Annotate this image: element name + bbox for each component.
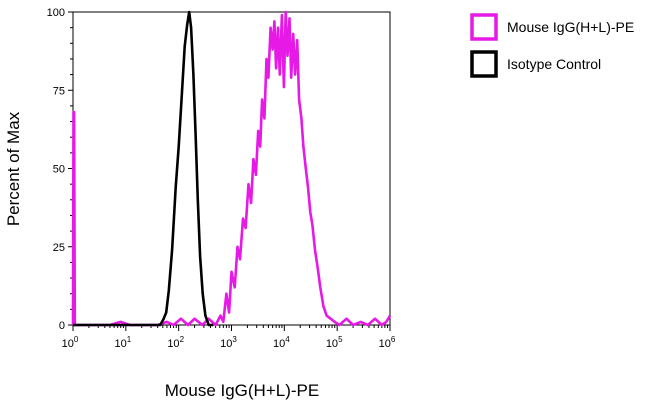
legend-swatch-mouse-igg <box>470 13 498 41</box>
x-axis-label: Mouse IgG(H+L)-PE <box>165 381 319 400</box>
x-tick-label: 102 <box>167 335 184 350</box>
axis-ticks: 0 25 50 75 100 100 101 102 103 104 105 106 <box>47 7 396 350</box>
x-tick-label: 100 <box>62 335 79 350</box>
y-tick-label: 50 <box>53 164 65 176</box>
y-axis-label: Percent of Max <box>4 111 23 226</box>
x-tick-label: 106 <box>379 335 396 350</box>
series-layer <box>71 10 392 327</box>
x-tick-label: 105 <box>326 335 343 350</box>
y-tick-label: 75 <box>53 85 65 97</box>
legend-label-isotype-control: Isotype Control <box>507 56 601 72</box>
y-tick-label: 100 <box>47 7 65 19</box>
y-tick-label: 0 <box>59 320 65 332</box>
legend-item-mouse-igg: Mouse IgG(H+L)-PE <box>470 13 634 41</box>
x-tick-label: 101 <box>114 335 131 350</box>
legend-swatch-isotype-control <box>470 50 498 78</box>
x-tick-label: 104 <box>273 335 290 350</box>
legend-item-isotype-control: Isotype Control <box>470 50 601 78</box>
legend-label-mouse-igg: Mouse IgG(H+L)-PE <box>507 19 634 35</box>
x-tick-label: 103 <box>220 335 237 350</box>
series-line-mouse-igg-h-l-pe <box>71 10 392 327</box>
y-tick-label: 25 <box>53 242 65 254</box>
series-line-isotype-control <box>73 10 214 327</box>
legend: Mouse IgG(H+L)-PE Isotype Control <box>470 13 634 78</box>
